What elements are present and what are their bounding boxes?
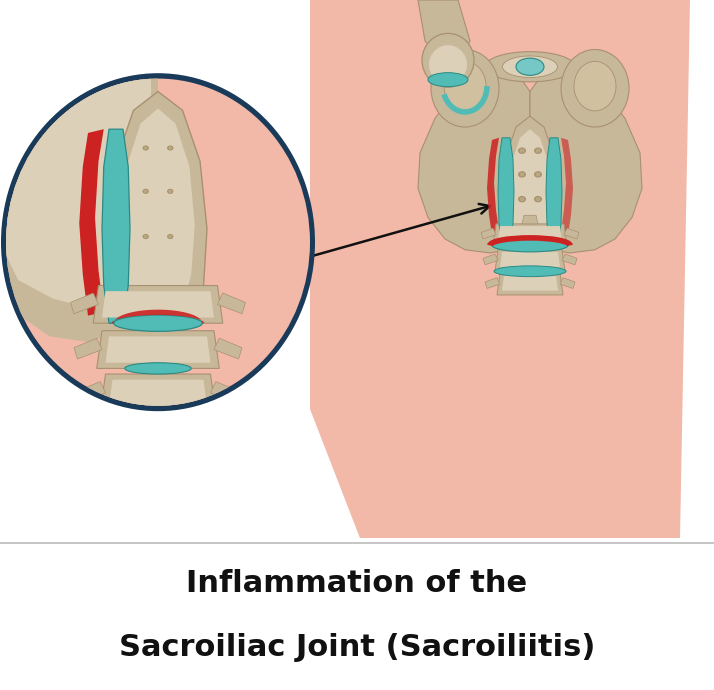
Polygon shape: [0, 48, 151, 312]
Ellipse shape: [536, 172, 540, 177]
Ellipse shape: [167, 189, 174, 194]
Polygon shape: [481, 228, 496, 239]
Ellipse shape: [167, 234, 174, 239]
Polygon shape: [74, 338, 102, 359]
Ellipse shape: [144, 146, 148, 150]
Ellipse shape: [144, 190, 148, 193]
Ellipse shape: [518, 171, 526, 177]
Polygon shape: [497, 273, 563, 295]
Circle shape: [6, 79, 310, 406]
Ellipse shape: [125, 363, 191, 374]
Ellipse shape: [516, 58, 544, 75]
Ellipse shape: [536, 197, 540, 201]
Polygon shape: [0, 10, 158, 342]
Polygon shape: [485, 277, 500, 288]
Ellipse shape: [169, 146, 172, 150]
Polygon shape: [680, 0, 714, 538]
Ellipse shape: [494, 266, 566, 277]
Ellipse shape: [561, 50, 629, 127]
Polygon shape: [498, 138, 514, 246]
Ellipse shape: [534, 148, 542, 154]
Ellipse shape: [169, 190, 172, 193]
Ellipse shape: [422, 33, 474, 87]
Ellipse shape: [444, 61, 486, 111]
Polygon shape: [218, 293, 246, 314]
Ellipse shape: [520, 148, 525, 153]
Ellipse shape: [169, 235, 172, 238]
Ellipse shape: [520, 172, 525, 177]
Ellipse shape: [534, 196, 542, 202]
Polygon shape: [121, 108, 195, 308]
Ellipse shape: [143, 189, 149, 194]
Ellipse shape: [518, 148, 526, 154]
Ellipse shape: [143, 234, 149, 239]
Ellipse shape: [534, 171, 542, 177]
Ellipse shape: [574, 61, 616, 111]
Ellipse shape: [518, 196, 526, 202]
Ellipse shape: [536, 148, 540, 153]
Ellipse shape: [429, 46, 467, 84]
Polygon shape: [79, 129, 104, 315]
Ellipse shape: [520, 197, 525, 201]
Polygon shape: [564, 228, 579, 239]
Ellipse shape: [428, 72, 468, 87]
Ellipse shape: [431, 50, 499, 127]
Ellipse shape: [167, 146, 174, 150]
Text: Inflammation of the: Inflammation of the: [186, 569, 528, 598]
Polygon shape: [211, 382, 238, 402]
Polygon shape: [111, 310, 204, 323]
Polygon shape: [214, 338, 242, 359]
Ellipse shape: [492, 240, 568, 250]
Polygon shape: [500, 252, 560, 267]
Polygon shape: [502, 275, 558, 290]
Polygon shape: [495, 250, 565, 271]
Polygon shape: [100, 374, 216, 412]
Polygon shape: [0, 0, 403, 7]
Polygon shape: [502, 116, 558, 246]
Polygon shape: [310, 0, 714, 538]
Polygon shape: [94, 286, 223, 323]
Polygon shape: [493, 224, 567, 246]
Polygon shape: [310, 0, 360, 538]
Polygon shape: [546, 138, 562, 246]
Polygon shape: [418, 0, 470, 59]
Polygon shape: [487, 138, 499, 235]
Polygon shape: [483, 254, 498, 265]
Ellipse shape: [123, 317, 193, 329]
Polygon shape: [102, 291, 214, 317]
Polygon shape: [78, 382, 106, 402]
Polygon shape: [102, 129, 130, 323]
Polygon shape: [106, 337, 211, 363]
Ellipse shape: [492, 239, 568, 252]
Ellipse shape: [114, 315, 202, 331]
Polygon shape: [562, 254, 577, 265]
Polygon shape: [498, 226, 562, 241]
Polygon shape: [522, 215, 538, 224]
Polygon shape: [522, 265, 538, 273]
Ellipse shape: [144, 235, 148, 238]
Polygon shape: [561, 138, 573, 235]
Ellipse shape: [485, 52, 575, 82]
Polygon shape: [418, 67, 530, 253]
Polygon shape: [109, 380, 207, 406]
Text: Sacroiliac Joint (Sacroiliitis): Sacroiliac Joint (Sacroiliitis): [119, 633, 595, 662]
Polygon shape: [509, 129, 551, 239]
Ellipse shape: [143, 146, 149, 150]
Ellipse shape: [503, 56, 558, 77]
Circle shape: [1, 73, 315, 411]
Polygon shape: [530, 67, 642, 253]
Polygon shape: [71, 293, 99, 314]
Polygon shape: [522, 241, 538, 250]
Polygon shape: [109, 92, 207, 323]
Polygon shape: [560, 277, 575, 288]
Polygon shape: [97, 331, 219, 368]
